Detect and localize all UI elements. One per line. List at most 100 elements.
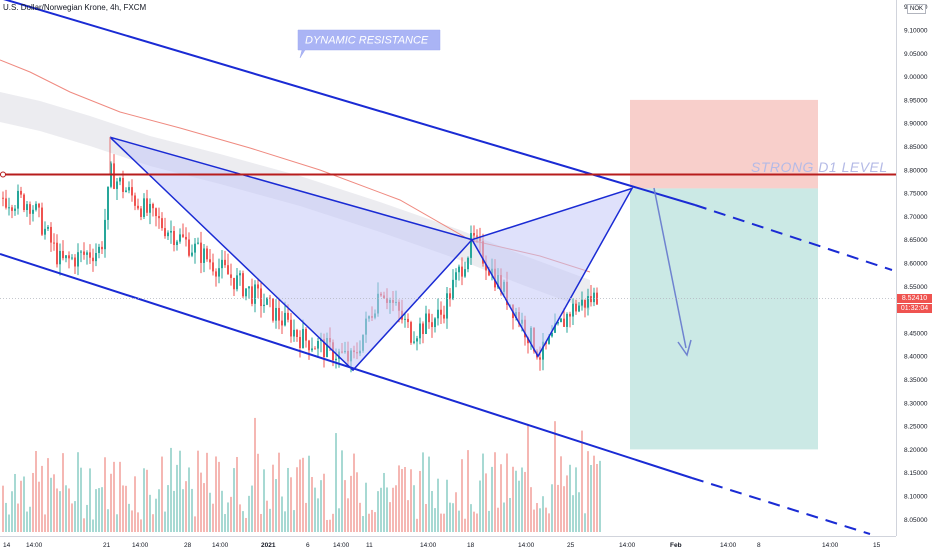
volume-bar xyxy=(320,480,322,532)
candle-body xyxy=(134,195,136,206)
chart-header: U.S. Dollar/Norwegian Krone, 4h, FXCM xyxy=(3,3,146,12)
volume-bar xyxy=(446,479,448,532)
time-scale-label: 15 xyxy=(873,542,881,549)
candle-body xyxy=(143,198,145,217)
candle-body xyxy=(455,272,457,280)
candle-body xyxy=(146,198,148,213)
volume-bar xyxy=(26,511,28,532)
volume-bar xyxy=(158,489,160,532)
price-scale-label: 8.55000 xyxy=(904,284,928,291)
lower-channel-extension[interactable] xyxy=(691,477,871,535)
take-profit-zone[interactable] xyxy=(630,188,818,450)
harmonic-pattern-bcd[interactable] xyxy=(470,187,634,358)
candle-body xyxy=(62,250,64,259)
candle-body xyxy=(488,270,490,276)
candle-body xyxy=(17,190,19,209)
volume-bar xyxy=(572,495,574,532)
volume-bar xyxy=(548,513,550,532)
candle-body xyxy=(92,257,94,262)
volume-bar xyxy=(119,461,121,532)
time-scale-label: 28 xyxy=(184,542,192,549)
level-anchor-handle[interactable] xyxy=(0,171,6,178)
time-scale-label: 14:00 xyxy=(420,542,437,549)
upper-channel-extension[interactable] xyxy=(694,204,893,271)
volume-bar xyxy=(329,519,331,532)
volume-bar xyxy=(113,461,115,532)
time-scale-labels: 14 14:00 21 14:00 28 14:00 2021 6 14:00 11 14:00 18… xyxy=(3,542,881,549)
candle-body xyxy=(287,312,289,320)
time-scale-label: 14:00 xyxy=(720,542,737,549)
chart-plot-area[interactable]: DYNAMIC RESISTANCE STRONG D1 LEVEL xyxy=(0,0,896,536)
candle-body xyxy=(434,318,436,328)
volume-bar xyxy=(179,450,181,532)
candle-body xyxy=(443,314,445,319)
volume-bar xyxy=(413,485,415,532)
currency-badge[interactable]: NOK xyxy=(907,4,927,14)
volume-bar xyxy=(596,464,598,532)
volume-bar xyxy=(434,508,436,532)
volume-bar xyxy=(83,518,85,532)
time-scale[interactable]: 14 14:00 21 14:00 28 14:00 2021 6 14:00 11 14:00 18… xyxy=(0,536,896,551)
candle-body xyxy=(275,307,277,321)
volume-bar xyxy=(545,507,547,532)
harmonic-pattern-xab[interactable] xyxy=(109,136,474,372)
volume-bar xyxy=(578,492,580,532)
candle-body xyxy=(191,252,193,256)
price-scale-label: 8.15000 xyxy=(904,470,928,477)
candle-body xyxy=(53,242,55,244)
volume-bar xyxy=(263,469,265,532)
candle-body xyxy=(458,266,460,273)
candle-body xyxy=(326,338,328,358)
volume-bar xyxy=(50,477,52,532)
volume-bar xyxy=(317,498,319,532)
candle-body xyxy=(20,190,22,195)
dynamic-resistance-callout[interactable] xyxy=(297,29,441,59)
volume-bar xyxy=(377,491,379,532)
volume-bar xyxy=(593,455,595,532)
volume-bar xyxy=(563,486,565,532)
candle-body xyxy=(563,318,565,327)
volume-bar xyxy=(62,453,64,532)
upper-channel-line[interactable] xyxy=(0,0,696,206)
candle-body xyxy=(38,203,40,208)
candle-body xyxy=(254,284,256,304)
last-price-tag: 8.52410 xyxy=(897,293,932,303)
candle-body xyxy=(233,277,235,290)
volume-bar xyxy=(350,475,352,532)
candle-body xyxy=(581,299,583,306)
candle-body xyxy=(452,279,454,300)
volume-bar xyxy=(533,509,535,532)
volume-bar xyxy=(104,457,106,532)
candle-body xyxy=(560,318,562,323)
volume-bar xyxy=(215,456,217,532)
volume-bar xyxy=(272,464,274,532)
candle-body xyxy=(293,329,295,337)
volume-bar xyxy=(182,489,184,532)
volume-bar xyxy=(416,518,418,532)
volume-bar xyxy=(41,465,43,532)
volume-bar xyxy=(2,485,4,532)
price-scale-label: 8.25000 xyxy=(904,424,928,431)
volume-bar xyxy=(527,424,529,532)
projection-arrow-line[interactable] xyxy=(653,187,687,349)
price-scale[interactable]: 9.150009.100009.050009.000008.950008.900… xyxy=(896,0,932,536)
candle-body xyxy=(47,226,49,229)
time-scale-label: Feb xyxy=(670,542,682,549)
candle-body xyxy=(335,358,337,361)
lower-channel-line[interactable] xyxy=(0,253,693,479)
volume-bar xyxy=(539,508,541,532)
volume-bar xyxy=(392,487,394,532)
volume-bar xyxy=(110,473,112,532)
candle-body xyxy=(593,292,595,303)
volume-bar xyxy=(257,453,259,532)
volume-bar xyxy=(371,509,373,532)
time-scale-label: 14:00 xyxy=(333,542,350,549)
volume-bar xyxy=(407,500,409,532)
volume-bar xyxy=(152,514,154,532)
price-scale-label: 8.30000 xyxy=(904,400,928,407)
volume-bar xyxy=(275,479,277,532)
candle-body xyxy=(74,257,76,267)
candle-body xyxy=(23,194,25,211)
candle-body xyxy=(449,293,451,300)
